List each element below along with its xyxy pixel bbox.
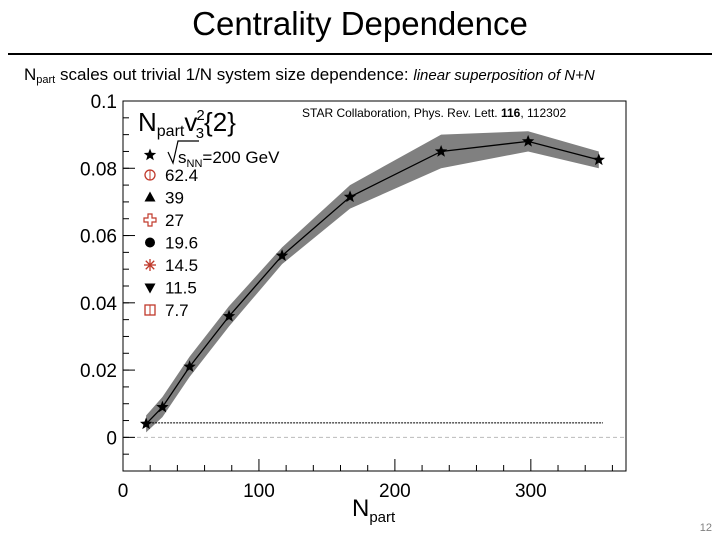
slide-subtitle: Npart scales out trivial 1/N system size… (24, 64, 714, 91)
legend-header-pre: s (178, 148, 187, 167)
legend-marker-asterisk (144, 259, 156, 271)
y-tick-label: 0.02 (80, 361, 117, 382)
x-axis-title: Npart (352, 495, 396, 526)
y-tick-label: 0.06 (80, 227, 117, 248)
subtitle-lead: N (24, 65, 37, 84)
data-point (343, 190, 357, 203)
citation-bold: 116 (501, 106, 521, 120)
reference-line-layer (123, 422, 626, 438)
y-tick-label: 0.1 (91, 92, 117, 113)
chart-title-n: N (138, 107, 157, 137)
legend-entry: 11.5 (144, 279, 197, 298)
citation-post: , 112302 (520, 106, 566, 120)
citation: STAR Collaboration, Phys. Rev. Lett. 116… (302, 106, 566, 120)
data-point (592, 153, 605, 166)
y-tick-label: 0 (106, 428, 117, 449)
legend-entry-label: 14.5 (165, 256, 198, 275)
x-tick-label: 100 (243, 481, 275, 502)
data-point (434, 144, 448, 157)
subtitle-italic: linear superposition of N+N (413, 67, 595, 84)
y-tick-label: 0.04 (80, 294, 117, 315)
legend-entry-label: 62.4 (165, 166, 198, 185)
sqrt-symbol (167, 140, 199, 165)
data-point (521, 134, 535, 147)
legend-entry-label: 27 (165, 211, 184, 230)
legend-marker-triangle-up (144, 191, 156, 202)
x-axis-title-text: Npart (352, 495, 396, 526)
chart-title-v: v (184, 107, 197, 137)
legend-header-post: =200 GeV (202, 148, 280, 167)
x-tick-label: 0 (118, 481, 129, 502)
title-divider (8, 53, 712, 55)
x-axis-title-sub: part (369, 509, 396, 526)
data-point (183, 360, 196, 372)
legend-header-text: sNN=200 GeV (178, 148, 280, 170)
data-point (156, 400, 169, 413)
legend-marker-filled-circle (145, 237, 155, 248)
chart-title-sup: 2 (196, 107, 204, 124)
legend-marker-triangle-down (144, 283, 156, 294)
x-tick-label: 300 (515, 481, 547, 502)
chart-title-sub: part (157, 123, 185, 140)
x-axis-title-n: N (352, 495, 369, 522)
chart-title: Npartv2 3{2} (138, 107, 236, 142)
legend-header-sub: NN (187, 158, 203, 170)
subtitle-main: scales out trivial 1/N system size depen… (55, 65, 414, 84)
data-point (222, 309, 236, 322)
chart-title-tail: {2} (204, 107, 236, 137)
legend-entry: 39 (144, 189, 184, 208)
subtitle-subscript: part (36, 74, 56, 86)
legend: sNN=200 GeV 62.4 39 27 19.6 14.5 11.5 7.7 (143, 140, 280, 320)
legend-marker-open-cross (143, 213, 157, 227)
data-point (139, 417, 153, 430)
legend-entry: 19.6 (145, 234, 198, 253)
legend-header: sNN=200 GeV (167, 140, 280, 170)
legend-marker-star (143, 148, 157, 161)
legend-entry-label: 11.5 (165, 279, 197, 298)
x-tick-label: 200 (379, 481, 411, 502)
citation-pre: STAR Collaboration, Phys. Rev. Lett. (302, 106, 501, 120)
chart-title-sub2: 3 (196, 125, 204, 142)
legend-entry-label: 7.7 (165, 301, 189, 320)
legend-entry: 7.7 (144, 301, 189, 320)
asterisk-stroke (145, 260, 155, 270)
legend-entry-label: 39 (165, 189, 184, 208)
slide-title: Centrality Dependence (192, 5, 528, 42)
page-number: 12 (699, 522, 712, 534)
uncertainty-band (146, 131, 599, 433)
legend-entry: 27 (143, 211, 184, 230)
series-marker-layer (139, 134, 605, 430)
legend-entry: 62.4 (144, 166, 198, 185)
uncertainty-band-layer (146, 131, 599, 433)
legend-entry: 14.5 (144, 256, 198, 275)
legend-entry-label: 19.6 (165, 234, 198, 253)
axis-layer: 0 0.02 0.04 0.06 0.08 0.1 0 100 200 300 (80, 92, 613, 502)
y-tick-label: 0.08 (80, 159, 117, 180)
data-point (275, 249, 289, 261)
